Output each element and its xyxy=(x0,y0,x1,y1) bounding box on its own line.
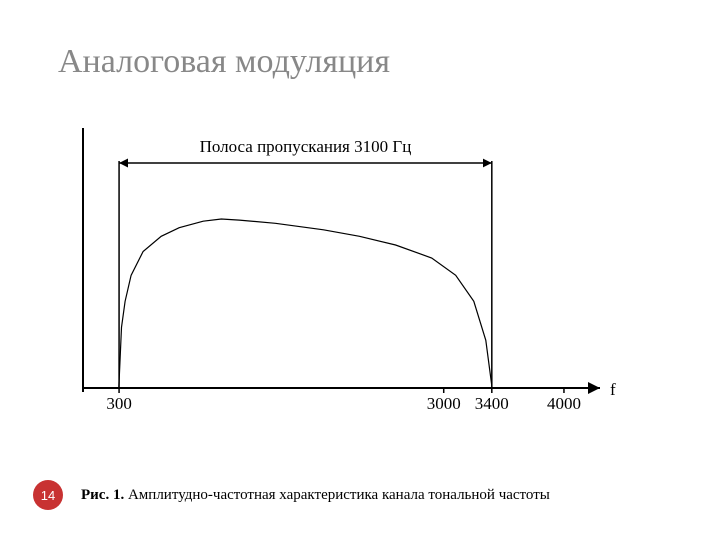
page-number-badge: 14 xyxy=(33,480,63,510)
slide-title: Аналоговая модуляция xyxy=(58,43,390,81)
figure-caption: Рис. 1. Амплитудно-частотная характерист… xyxy=(81,487,550,504)
figure-caption-text: Амплитудно-частотная характеристика кана… xyxy=(124,487,550,503)
caption-row: 14 Рис. 1. Амплитудно-частотная характер… xyxy=(33,480,550,510)
x-tick-label: 300 xyxy=(106,394,132,414)
bandwidth-label: Полоса пропускания 3100 Гц xyxy=(200,137,412,157)
x-axis-label: f xyxy=(610,380,616,400)
frequency-response-chart: Полоса пропускания 3100 Гц 300 3000 3400 40… xyxy=(53,128,613,428)
figure-label: Рис. 1. xyxy=(81,487,124,503)
x-tick-label: 3000 xyxy=(427,394,461,414)
x-tick-label: 3400 xyxy=(475,394,509,414)
x-tick-label: 4000 xyxy=(547,394,581,414)
chart-svg xyxy=(53,128,613,428)
